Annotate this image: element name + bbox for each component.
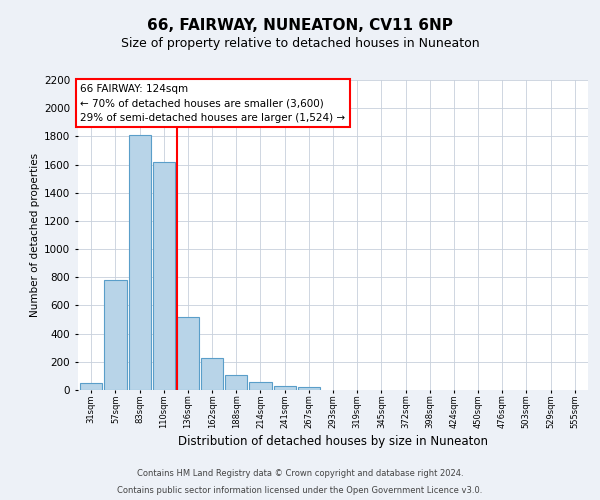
Y-axis label: Number of detached properties: Number of detached properties	[30, 153, 40, 317]
Bar	[128, 135, 151, 390]
Text: Size of property relative to detached houses in Nuneaton: Size of property relative to detached ho…	[121, 38, 479, 51]
Text: 66, FAIRWAY, NUNEATON, CV11 6NP: 66, FAIRWAY, NUNEATON, CV11 6NP	[147, 18, 453, 32]
Bar	[225, 374, 247, 390]
Bar	[152, 162, 175, 390]
Bar	[298, 387, 320, 390]
Text: Contains public sector information licensed under the Open Government Licence v3: Contains public sector information licen…	[118, 486, 482, 495]
X-axis label: Distribution of detached houses by size in Nuneaton: Distribution of detached houses by size …	[178, 435, 488, 448]
Bar	[80, 383, 103, 390]
Bar	[177, 316, 199, 390]
Bar	[104, 280, 127, 390]
Bar	[274, 386, 296, 390]
Text: Contains HM Land Registry data © Crown copyright and database right 2024.: Contains HM Land Registry data © Crown c…	[137, 468, 463, 477]
Text: 66 FAIRWAY: 124sqm
← 70% of detached houses are smaller (3,600)
29% of semi-deta: 66 FAIRWAY: 124sqm ← 70% of detached hou…	[80, 84, 346, 123]
Bar	[201, 358, 223, 390]
Bar	[250, 382, 272, 390]
